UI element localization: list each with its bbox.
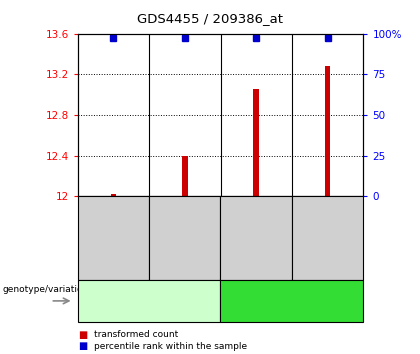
- Bar: [253, 88, 259, 196]
- Text: GDS4455 / 209386_at: GDS4455 / 209386_at: [137, 12, 283, 25]
- Text: ■: ■: [78, 330, 87, 339]
- Text: ■: ■: [78, 341, 87, 351]
- Text: GSM860661: GSM860661: [108, 209, 118, 268]
- Text: GSM860663: GSM860663: [251, 209, 261, 268]
- Text: RhoGDI2: RhoGDI2: [268, 296, 316, 306]
- Bar: [325, 66, 331, 196]
- Text: control: control: [130, 296, 168, 306]
- Bar: [182, 156, 188, 196]
- Text: percentile rank within the sample: percentile rank within the sample: [94, 342, 247, 351]
- Text: GSM860664: GSM860664: [323, 209, 333, 268]
- Bar: [110, 194, 116, 196]
- Text: GSM860662: GSM860662: [180, 209, 190, 268]
- Text: transformed count: transformed count: [94, 330, 178, 339]
- Text: genotype/variation: genotype/variation: [2, 285, 88, 294]
